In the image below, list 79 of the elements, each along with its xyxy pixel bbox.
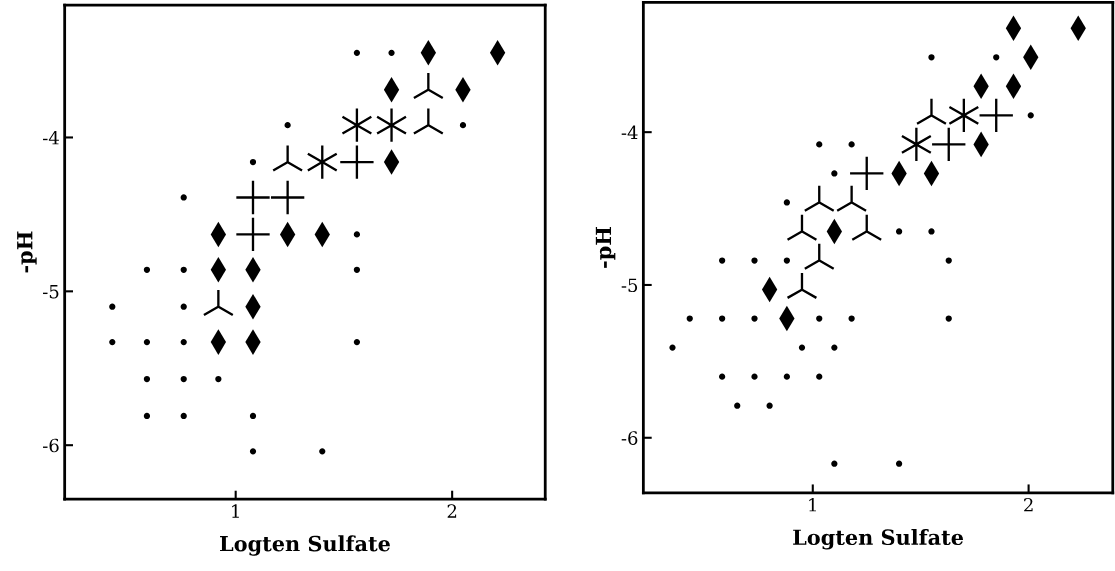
point — [979, 98, 1013, 133]
point — [948, 98, 979, 133]
y-tick-label: -5 — [621, 278, 638, 293]
x-tick-label: 2 — [447, 504, 457, 518]
point — [180, 194, 187, 201]
point — [895, 228, 903, 235]
y-tick-label: -6 — [43, 438, 59, 453]
point — [816, 373, 823, 380]
point — [766, 402, 773, 409]
point — [180, 375, 187, 383]
point — [180, 338, 187, 346]
point — [1027, 112, 1034, 119]
point — [143, 375, 151, 383]
point — [109, 338, 116, 346]
point — [993, 54, 1000, 61]
point — [249, 158, 257, 166]
point — [109, 303, 116, 310]
point — [143, 266, 151, 273]
y-axis-title: -pH — [17, 231, 37, 273]
point — [719, 373, 726, 380]
point — [686, 315, 693, 322]
point — [932, 127, 966, 162]
point — [831, 460, 838, 467]
point — [850, 156, 884, 191]
point — [901, 127, 932, 162]
y-tick-label: -5 — [43, 285, 59, 299]
point — [353, 49, 361, 56]
point — [945, 257, 952, 264]
point — [751, 315, 758, 322]
point — [180, 412, 187, 420]
point — [459, 122, 467, 129]
point — [180, 303, 187, 310]
point — [783, 373, 790, 380]
point — [143, 412, 151, 420]
point — [751, 257, 758, 264]
point — [307, 145, 338, 179]
x-axis-title: Logten Sulfate — [793, 529, 964, 550]
point — [215, 375, 222, 383]
point — [376, 108, 407, 142]
point — [284, 122, 291, 129]
x-tick-label: 1 — [809, 497, 816, 512]
point — [816, 315, 823, 322]
point — [734, 402, 741, 409]
point — [783, 257, 790, 264]
point — [848, 315, 855, 322]
point — [719, 257, 726, 264]
y-axis-title: -pH — [595, 227, 616, 268]
point — [236, 180, 270, 215]
x-tick-label: 2 — [1024, 497, 1033, 512]
point — [353, 338, 361, 346]
point — [945, 315, 952, 322]
point — [319, 448, 326, 455]
point — [895, 460, 903, 467]
y-tick-label: -4 — [43, 130, 59, 145]
point — [848, 141, 855, 148]
point — [928, 54, 935, 61]
point — [798, 344, 806, 351]
point — [143, 338, 151, 346]
x-axis-title: Logten Sulfate — [220, 535, 390, 556]
point — [180, 266, 187, 273]
point — [816, 141, 823, 148]
y-tick-label: -4 — [621, 125, 638, 140]
point — [388, 49, 395, 56]
point — [236, 217, 270, 252]
point — [751, 373, 758, 380]
point — [669, 344, 676, 351]
point — [249, 412, 257, 420]
point — [341, 108, 372, 142]
point — [831, 344, 838, 351]
point — [831, 170, 838, 177]
point — [353, 266, 361, 273]
point — [783, 199, 790, 206]
point — [928, 228, 935, 235]
point — [249, 448, 257, 455]
y-tick-label: -6 — [621, 431, 638, 445]
point — [719, 315, 726, 322]
point — [353, 231, 361, 238]
point — [270, 180, 305, 215]
x-tick-label: 1 — [232, 504, 239, 518]
